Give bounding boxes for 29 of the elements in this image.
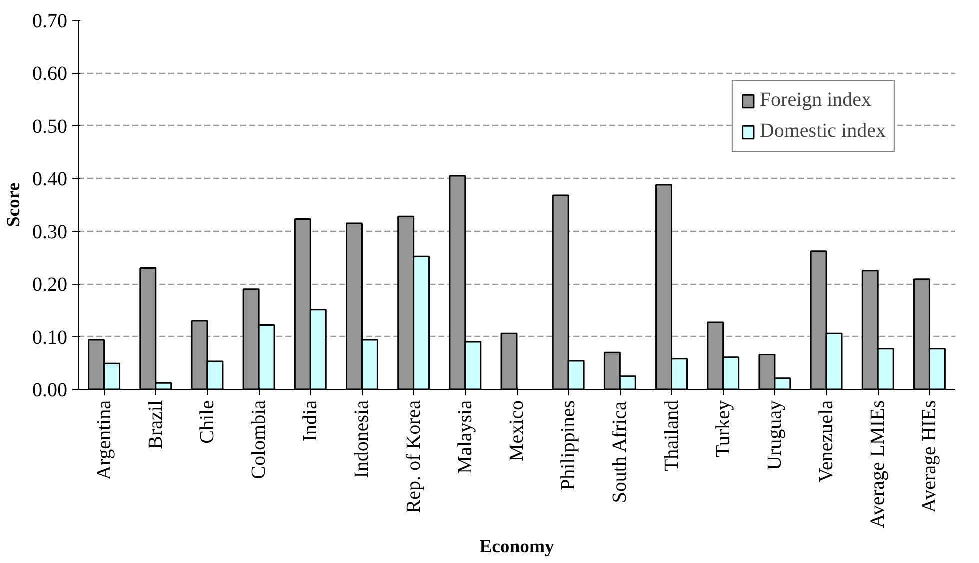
x-tick-label: India [300, 400, 322, 442]
x-tick-label: Indonesia [351, 400, 374, 478]
x-tick-label: Malaysia [454, 400, 476, 474]
x-tick-label: Brazil [144, 400, 167, 450]
y-tick-label: 0.10 [32, 326, 68, 349]
x-tick-label: Thailand [660, 400, 683, 472]
y-tick-label: 0.20 [32, 274, 68, 296]
y-tick-label: 0.00 [32, 380, 68, 402]
y-tick-label: 0.60 [32, 63, 68, 86]
x-tick-label: Chile [196, 400, 218, 444]
x-axis-title: Economy [480, 536, 555, 558]
legend-label: Domestic index [760, 120, 886, 143]
legend-label: Foreign index [760, 89, 872, 112]
x-tick-label: Colombia [248, 400, 270, 480]
x-tick-label: Rep. of Korea [402, 400, 425, 514]
y-tick-label: 0.30 [32, 221, 68, 244]
x-tick-label: Argentina [93, 400, 116, 480]
y-tick-label: 0.70 [32, 10, 68, 32]
x-tick-label: South Africa [609, 401, 632, 504]
y-tick-label: 0.40 [32, 168, 68, 191]
x-tick-label: Average HIEs [918, 400, 941, 513]
x-tick-label: Philippines [558, 400, 580, 491]
y-tick-label: 0.50 [32, 116, 68, 138]
x-tick-label: Mexico [506, 400, 528, 462]
x-tick-label: Average LMIEs [867, 400, 890, 528]
x-tick-label: Uruguay [764, 400, 786, 470]
y-axis-title: Score [4, 182, 24, 228]
x-tick-label: Turkey [712, 400, 734, 458]
x-tick-label: Venezuela [816, 400, 838, 483]
